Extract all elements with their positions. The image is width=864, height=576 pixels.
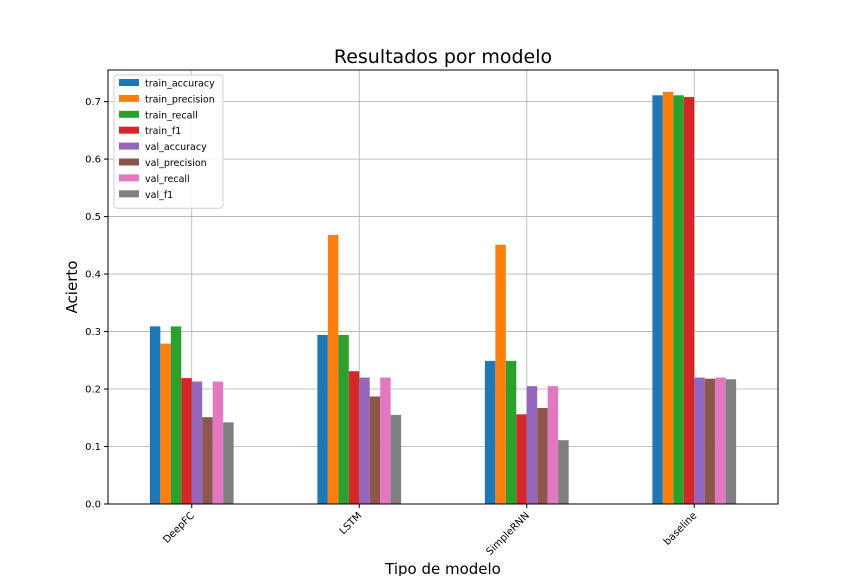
bar-train_recall-DeepFC xyxy=(170,326,182,504)
legend-label-val_accuracy: val_accuracy xyxy=(145,142,207,153)
bar-val_accuracy-LSTM xyxy=(359,377,370,504)
bar-val_f1-SimpleRNN xyxy=(558,440,569,504)
legend-swatch-val_precision xyxy=(119,158,139,166)
bar-val_recall-DeepFC xyxy=(212,381,224,504)
legend-label-train_recall: train_recall xyxy=(145,110,198,121)
bar-train_accuracy-LSTM xyxy=(317,334,328,504)
legend-label-train_precision: train_precision xyxy=(145,94,215,105)
bar-train_precision-DeepFC xyxy=(160,343,171,504)
bar-train_f1-SimpleRNN xyxy=(516,414,527,504)
bar-val_precision-LSTM xyxy=(369,396,381,504)
bar-val_recall-LSTM xyxy=(380,377,391,504)
legend-label-train_f1: train_f1 xyxy=(145,126,181,137)
y-tick-label: 0.6 xyxy=(85,155,101,166)
y-tick-label: 0.2 xyxy=(85,385,101,396)
bar-val_accuracy-SimpleRNN xyxy=(526,386,538,504)
x-tick-label: SimpleRNN xyxy=(484,510,531,557)
bar-train_accuracy-baseline xyxy=(652,95,663,504)
legend-label-val_precision: val_precision xyxy=(145,158,207,169)
y-tick-label: 0.1 xyxy=(85,442,101,453)
bar-train_f1-DeepFC xyxy=(181,378,192,504)
bar-train_f1-LSTM xyxy=(348,371,360,504)
bar-val_recall-baseline xyxy=(715,377,726,504)
bar-train_recall-baseline xyxy=(673,95,684,504)
bar-val_precision-DeepFC xyxy=(202,417,213,504)
legend-label-val_recall: val_recall xyxy=(145,174,190,185)
x-axis-ticks: DeepFC LSTM SimpleRNN baseline xyxy=(161,504,699,558)
bar-train_precision-baseline xyxy=(662,91,674,504)
y-tick-label: 0.7 xyxy=(85,97,101,108)
x-tick-label: baseline xyxy=(662,510,699,547)
bar-train_accuracy-DeepFC xyxy=(149,326,161,504)
bar-train_f1-baseline xyxy=(683,97,695,505)
bars xyxy=(149,91,737,505)
bar-val_precision-SimpleRNN xyxy=(537,408,548,504)
y-tick-label: 0.5 xyxy=(85,212,101,223)
legend-swatch-val_recall xyxy=(119,174,139,182)
y-axis-ticks: 0.0 0.1 0.2 0.3 0.4 0.5 0.6 0.7 xyxy=(85,97,108,511)
bar-train_recall-SimpleRNN xyxy=(505,360,517,504)
bar-val_f1-DeepFC xyxy=(223,422,234,504)
bar-val_accuracy-DeepFC xyxy=(191,381,203,504)
x-tick-label: DeepFC xyxy=(161,510,196,545)
x-axis-label: Tipo de modelo xyxy=(384,560,501,576)
x-tick-label: LSTM xyxy=(338,510,365,537)
bar-val_recall-SimpleRNN xyxy=(547,386,559,504)
legend-swatch-val_f1 xyxy=(119,190,139,198)
bar-val_precision-baseline xyxy=(704,378,716,504)
legend-label-val_f1: val_f1 xyxy=(145,190,173,201)
legend-swatch-train_precision xyxy=(119,94,139,102)
chart-title: Resultados por modelo xyxy=(334,46,552,68)
plot-frame xyxy=(107,69,779,505)
legend-label-train_accuracy: train_accuracy xyxy=(145,79,215,90)
legend-swatch-train_recall xyxy=(119,110,139,118)
legend-swatch-val_accuracy xyxy=(119,142,139,150)
bar-val_f1-LSTM xyxy=(390,414,402,504)
bar-train_accuracy-SimpleRNN xyxy=(484,360,496,504)
bar-val_f1-baseline xyxy=(725,379,737,504)
bar-train_precision-SimpleRNN xyxy=(495,244,506,504)
legend-swatch-train_f1 xyxy=(119,126,139,134)
legend: train_accuracy train_precision train_recal… xyxy=(113,74,224,209)
y-tick-label: 0.4 xyxy=(85,270,101,281)
legend-box xyxy=(113,74,224,209)
y-tick-label: 0.3 xyxy=(85,327,101,338)
y-tick-label: 0.0 xyxy=(85,500,101,511)
bar-train_precision-LSTM xyxy=(327,234,339,504)
bar-val_accuracy-baseline xyxy=(694,377,705,504)
bar-train_recall-LSTM xyxy=(338,334,349,504)
y-axis-label: Acierto xyxy=(63,261,81,314)
legend-swatch-train_accuracy xyxy=(119,79,139,86)
